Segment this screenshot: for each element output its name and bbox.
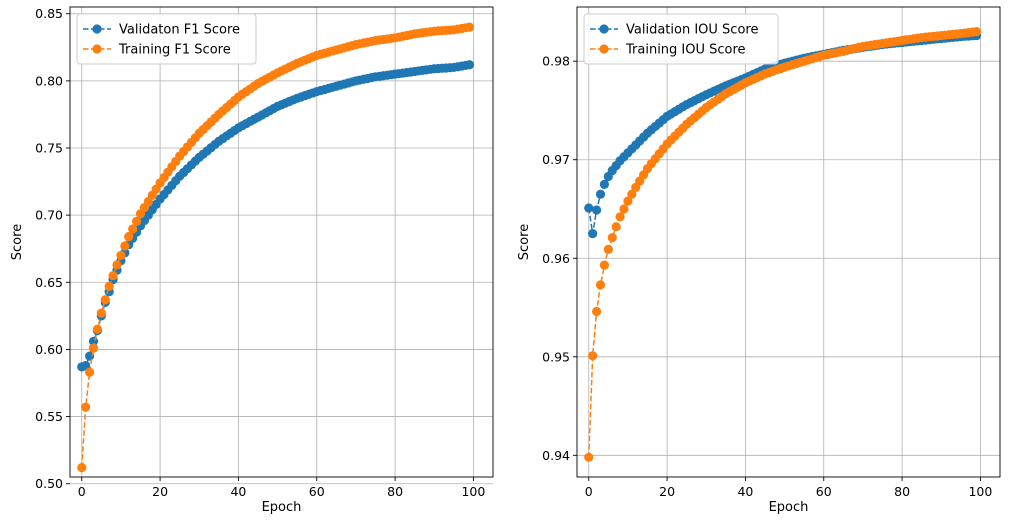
- data-point: [971, 27, 982, 37]
- y-tick-label: 0.97: [542, 152, 570, 167]
- x-tick-label: 40: [737, 484, 753, 499]
- iou-score-panel: 0 20 40 60 80 100 0.94 0.95 0.96 0.97 0.98 Epoch Sco…: [517, 6, 1001, 515]
- series-1: [77, 22, 475, 473]
- data-point: [84, 367, 95, 377]
- axes-frame: [69, 6, 494, 478]
- data-point: [128, 224, 138, 234]
- legend-label: Validation IOU Score: [626, 23, 758, 38]
- data-point: [611, 222, 621, 232]
- x-tick-label: 100: [461, 484, 485, 499]
- y-tick-label: 0.65: [35, 275, 63, 290]
- x-tick-label: 60: [816, 484, 832, 499]
- series-1: [584, 27, 982, 462]
- legend-box: [583, 13, 779, 65]
- x-axis-label: Epoch: [262, 500, 302, 515]
- axes-frame: [576, 6, 1001, 478]
- data-point: [591, 306, 602, 317]
- y-tick-label: 0.55: [35, 409, 63, 424]
- f1-score-panel: 0 20 40 60 80 100 0.50 0.55 0.60 0.65 0.70 0.75 0.80…: [10, 6, 494, 515]
- data-point: [131, 216, 142, 227]
- data-point: [584, 452, 594, 462]
- x-tick-label: 80: [894, 484, 910, 499]
- x-tick-label: 40: [230, 484, 246, 499]
- data-point: [120, 241, 130, 251]
- data-point: [108, 270, 118, 281]
- y-tick-label: 0.94: [542, 448, 570, 463]
- data-point: [81, 360, 91, 371]
- y-tick-label: 0.96: [542, 251, 570, 266]
- x-tick-label: 80: [387, 484, 403, 499]
- y-tick-label: 0.95: [542, 349, 570, 364]
- data-point: [599, 179, 610, 189]
- data-point: [603, 244, 613, 254]
- x-tick-label: 20: [152, 484, 168, 499]
- y-tick-label: 0.98: [542, 54, 570, 69]
- data-point: [595, 280, 606, 290]
- y-tick-label: 0.60: [35, 342, 63, 357]
- data-point: [116, 250, 126, 261]
- data-point: [112, 260, 122, 270]
- data-point: [607, 232, 617, 243]
- data-point: [599, 260, 610, 270]
- data-point: [627, 189, 637, 199]
- x-tick-label: 0: [78, 484, 86, 499]
- x-tick-label: 0: [585, 484, 593, 499]
- data-point: [124, 232, 134, 242]
- data-point: [96, 308, 106, 318]
- y-tick-label: 0.85: [35, 6, 63, 21]
- y-tick-label: 0.70: [35, 208, 63, 223]
- legend-label: Validaton F1 Score: [119, 23, 240, 38]
- legend-box: [76, 13, 257, 65]
- data-point: [81, 402, 91, 412]
- y-tick-label: 0.75: [35, 141, 63, 156]
- legend-swatch-marker: [92, 44, 102, 54]
- x-tick-label: 60: [309, 484, 325, 499]
- legend: Validaton F1 Score Training F1 Score: [76, 13, 257, 65]
- data-point: [591, 205, 602, 215]
- legend-swatch-marker: [92, 24, 102, 34]
- legend-swatch-marker: [599, 44, 609, 54]
- data-point: [88, 343, 99, 353]
- legend-swatch-marker: [599, 24, 609, 34]
- data-point: [92, 324, 103, 334]
- data-point: [104, 281, 114, 291]
- data-point: [615, 212, 625, 222]
- y-axis-label: Score: [10, 224, 25, 260]
- legend-label: Training F1 Score: [118, 43, 231, 58]
- data-point: [464, 60, 475, 70]
- data-point: [588, 229, 598, 239]
- y-tick-label: 0.80: [35, 73, 63, 88]
- legend-label: Training IOU Score: [625, 43, 746, 58]
- data-point: [623, 196, 633, 206]
- data-point: [100, 295, 110, 305]
- data-point: [464, 22, 475, 32]
- data-point: [588, 351, 598, 361]
- data-point: [619, 204, 629, 214]
- data-point: [595, 189, 606, 199]
- x-tick-label: 100: [968, 484, 992, 499]
- data-point: [584, 203, 594, 213]
- data-point: [77, 463, 87, 473]
- x-tick-label: 20: [659, 484, 675, 499]
- y-axis-label: Score: [517, 224, 532, 260]
- y-tick-label: 0.50: [35, 476, 63, 491]
- x-axis-label: Epoch: [769, 500, 809, 515]
- legend: Validation IOU Score Training IOU Score: [583, 13, 779, 65]
